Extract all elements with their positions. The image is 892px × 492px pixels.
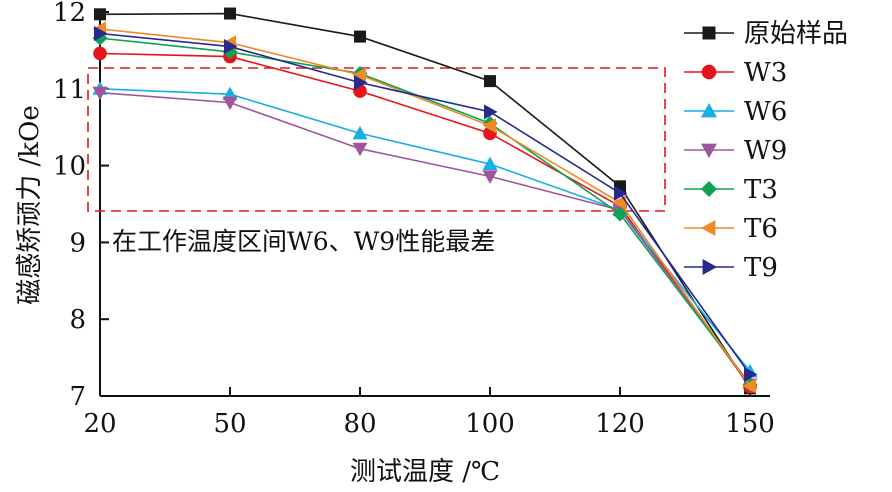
legend-item: 原始样品 [684, 19, 848, 49]
y-tick-label: 9 [69, 228, 86, 258]
legend-marker [701, 143, 717, 158]
y-tick-label: 11 [53, 75, 86, 105]
data-point [482, 156, 498, 171]
data-point [614, 185, 628, 201]
data-point [744, 366, 758, 382]
data-point [612, 206, 628, 222]
x-axis-label: 测试温度 /℃ [350, 457, 500, 487]
data-point [482, 170, 498, 184]
legend-marker [702, 259, 717, 275]
highlight-box [87, 67, 666, 212]
legend-label: W9 [744, 136, 787, 166]
data-point [352, 67, 366, 83]
legend-marker [702, 26, 716, 40]
data-point [93, 46, 107, 61]
x-tick-label: 100 [465, 409, 515, 439]
x-tick-label: 150 [725, 409, 775, 439]
series-line [99, 28, 751, 387]
highlight-rect [87, 67, 666, 212]
legend-label: 原始样品 [744, 19, 848, 49]
x-tick-label: 20 [83, 409, 116, 439]
data-point [352, 142, 368, 157]
legend-label: W6 [744, 97, 787, 127]
legend-item: W9 [684, 136, 787, 166]
series-line [99, 32, 751, 375]
y-tick-label: 10 [53, 152, 86, 182]
axes: 7 8 9 10 11 12 20 50 80 100 120 150 [53, 0, 775, 439]
data-point [224, 7, 236, 20]
legend-marker [701, 181, 717, 197]
data-point [352, 125, 368, 140]
data-point [484, 104, 498, 120]
legend-marker [701, 220, 716, 236]
data-point [94, 26, 108, 42]
legend-item: T9 [684, 253, 778, 283]
series-line [99, 52, 751, 388]
y-tick-label: 7 [69, 382, 86, 412]
legend-label: W3 [744, 58, 787, 88]
y-tick-label: 12 [53, 0, 86, 28]
data-point [354, 75, 368, 91]
data-point [484, 75, 496, 88]
series-T9 [94, 26, 758, 382]
legend-item: T3 [684, 175, 778, 205]
annotation: 在工作温度区间W6、W9性能最差 [112, 227, 495, 256]
data-point [742, 378, 756, 394]
data-point [92, 86, 108, 101]
legend-item: T6 [684, 214, 778, 244]
x-tick-label: 80 [343, 409, 376, 439]
x-tick-label: 50 [213, 409, 246, 439]
series-原始样品 [94, 7, 756, 395]
legend-label: T9 [744, 253, 778, 283]
y-tick-label: 8 [69, 305, 86, 335]
series-line [99, 12, 751, 389]
series-line [99, 91, 751, 385]
y-axis-label: 磁感矫顽力 /kOe [15, 105, 45, 304]
legend: 原始样品 W3 W6 W9 T3 T6 T9 [684, 19, 848, 283]
series-T6 [92, 21, 756, 394]
data-point [94, 8, 106, 21]
data-point [612, 194, 626, 210]
series-line [99, 37, 751, 385]
legend-label: T6 [744, 214, 778, 244]
series-line [99, 88, 751, 372]
legend-item: W6 [684, 97, 787, 127]
legend-marker [701, 103, 717, 118]
series-group [92, 7, 758, 395]
x-tick-label: 120 [595, 409, 645, 439]
legend-marker [701, 64, 717, 80]
legend-item: W3 [684, 58, 787, 88]
data-point [354, 30, 366, 43]
data-point [482, 118, 496, 134]
data-point [224, 39, 238, 55]
legend-label: T3 [744, 175, 778, 205]
data-point [222, 96, 238, 111]
